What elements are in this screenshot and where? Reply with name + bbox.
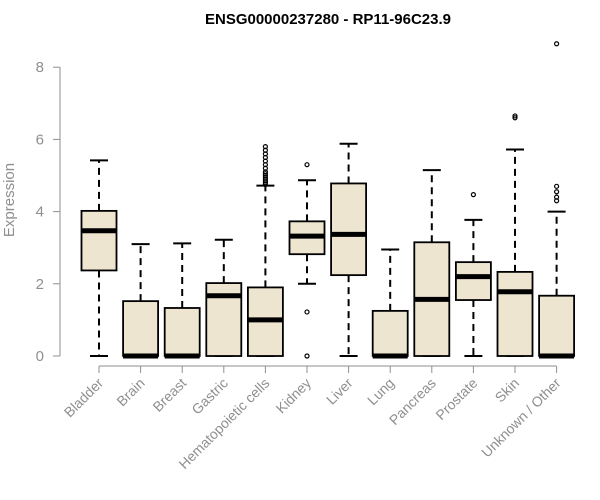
y-tick-label: 4: [36, 204, 44, 221]
iqr-box: [496, 270, 534, 357]
y-tick-label: 0: [36, 348, 44, 365]
iqr-box: [80, 209, 118, 272]
outlier-point: [512, 115, 518, 121]
outlier-point: [553, 189, 560, 195]
box-lung: [371, 248, 409, 359]
box-bladder: [80, 159, 118, 357]
box-pancreas: [413, 169, 451, 357]
x-tick-label: Liver: [323, 375, 356, 408]
boxplot-series: [80, 41, 575, 359]
iqr-box: [163, 307, 201, 357]
x-tick-label: Kidney: [273, 375, 315, 417]
outlier-point: [262, 171, 268, 177]
outlier-point: [262, 144, 268, 150]
x-tick-label: Brain: [113, 375, 147, 409]
outlier-point: [304, 353, 310, 359]
outlier-point: [553, 183, 560, 189]
y-tick-label: 6: [36, 131, 44, 148]
iqr-box: [538, 294, 575, 357]
x-tick-label: Lung: [364, 375, 397, 408]
box-skin: [496, 113, 534, 357]
y-axis: 0 2 4 6 8: [36, 59, 61, 365]
x-tick-label: Bladder: [61, 375, 107, 421]
y-axis-label: Expression: [1, 163, 18, 237]
outlier-point: [512, 113, 518, 119]
iqr-box: [454, 261, 492, 301]
x-tick-label: Skin: [492, 375, 523, 406]
box-prostate: [454, 192, 492, 357]
box-breast: [163, 242, 201, 359]
box-brain: [122, 243, 159, 359]
outlier-point: [553, 41, 560, 47]
x-tick-label: Prostate: [432, 375, 480, 423]
box-kidney: [288, 162, 326, 359]
y-tick-label: 2: [36, 276, 44, 293]
box-unknown-other: [538, 41, 575, 359]
chart-title: ENSG00000237280 - RP11-96C23.9: [205, 11, 451, 28]
iqr-box: [122, 300, 159, 357]
outlier-point: [470, 192, 476, 198]
outlier-point: [304, 162, 310, 168]
box-hematopoietic-cells: [246, 144, 284, 357]
iqr-box: [371, 309, 409, 357]
outlier-point: [304, 309, 310, 315]
box-gastric: [205, 238, 243, 357]
y-tick-label: 8: [36, 59, 44, 76]
iqr-box: [330, 182, 368, 277]
x-tick-label: Breast: [149, 375, 189, 415]
x-tick-label: Unknown / Other: [478, 375, 564, 461]
box-liver: [330, 142, 368, 357]
outlier-point: [553, 194, 560, 200]
